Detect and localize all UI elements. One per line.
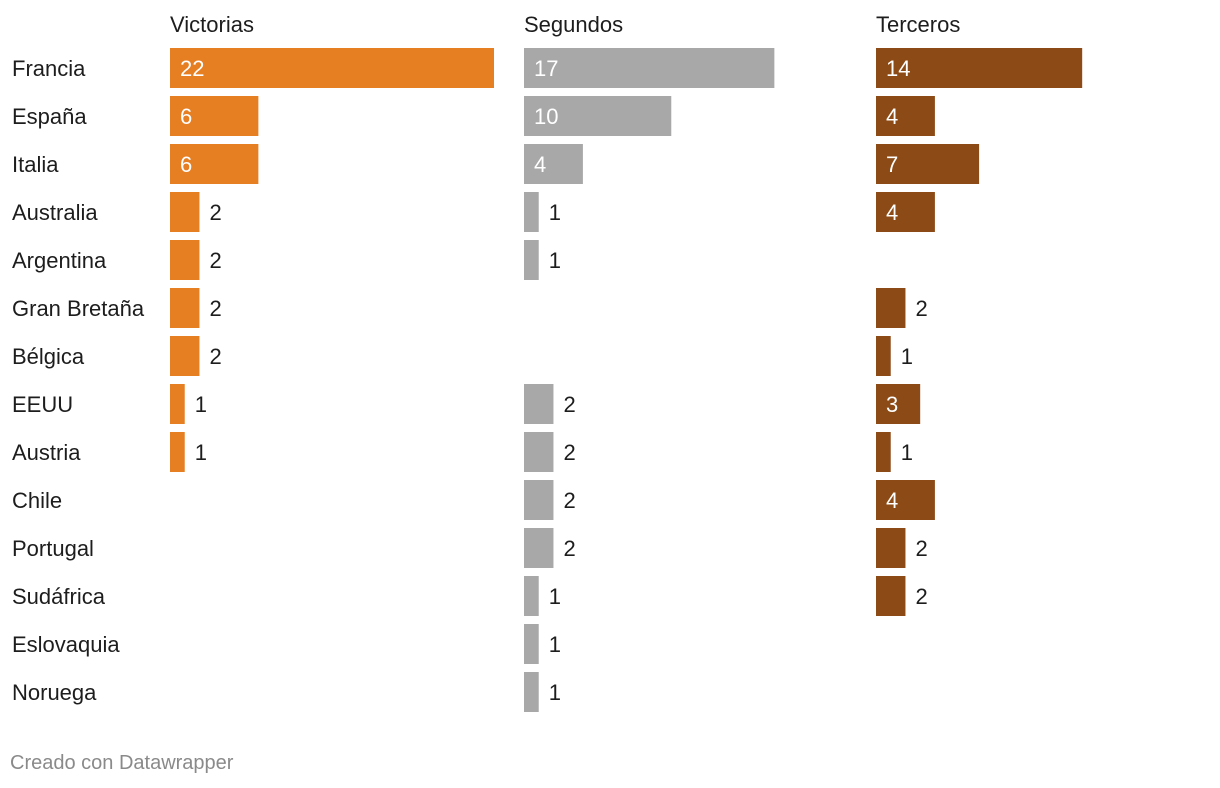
value-label-segundos-argentina: 1: [549, 248, 561, 273]
bar-segundos-eslovaquia: [524, 624, 539, 664]
country-label-gran-bretana: Gran Bretaña: [12, 296, 145, 321]
bar-segundos-chile: [524, 480, 554, 520]
country-label-francia: Francia: [12, 56, 86, 81]
country-label-espana: España: [12, 104, 87, 129]
value-label-victorias-australia: 2: [209, 200, 221, 225]
value-label-victorias-italia: 6: [180, 152, 192, 177]
bar-victorias-gran-bretana: [170, 288, 200, 328]
value-label-terceros-portugal: 2: [915, 536, 927, 561]
bar-victorias-belgica: [170, 336, 200, 376]
bar-victorias-australia: [170, 192, 200, 232]
bar-segundos-italia: [524, 144, 583, 184]
bar-terceros-australia: [876, 192, 935, 232]
bar-victorias-austria: [170, 432, 185, 472]
credit-text: Creado con Datawrapper: [10, 752, 234, 774]
bar-segundos-portugal: [524, 528, 554, 568]
value-label-segundos-portugal: 2: [563, 536, 575, 561]
bar-terceros-portugal: [876, 528, 906, 568]
bar-terceros-gran-bretana: [876, 288, 906, 328]
bar-chart: Francia España Italia Australia Argentina Gra…: [12, 12, 1083, 712]
value-label-terceros-espana: 4: [886, 104, 898, 129]
country-label-italia: Italia: [12, 152, 59, 177]
country-label-eslovaquia: Eslovaquia: [12, 632, 120, 657]
value-label-segundos-sudafrica: 1: [549, 584, 561, 609]
country-label-austria: Austria: [12, 440, 81, 465]
bar-segundos-australia: [524, 192, 539, 232]
value-label-segundos-francia: 17: [534, 56, 558, 81]
bar-terceros-eeuu: [876, 384, 921, 424]
value-label-segundos-eslovaquia: 1: [549, 632, 561, 657]
bar-victorias-argentina: [170, 240, 200, 280]
value-label-victorias-espana: 6: [180, 104, 192, 129]
value-label-terceros-italia: 7: [886, 152, 898, 177]
value-label-victorias-francia: 22: [180, 56, 204, 81]
bar-victorias-francia: [170, 48, 494, 88]
bar-victorias-italia: [170, 144, 259, 184]
value-label-terceros-francia: 14: [886, 56, 910, 81]
column-title-segundos: Segundos: [524, 12, 623, 37]
bar-victorias-espana: [170, 96, 259, 136]
bar-segundos-eeuu: [524, 384, 554, 424]
value-label-segundos-austria: 2: [563, 440, 575, 465]
value-label-terceros-belgica: 1: [901, 344, 913, 369]
bar-victorias-eeuu: [170, 384, 185, 424]
bar-terceros-belgica: [876, 336, 891, 376]
value-label-terceros-austria: 1: [901, 440, 913, 465]
value-label-segundos-chile: 2: [563, 488, 575, 513]
value-label-terceros-gran-bretana: 2: [915, 296, 927, 321]
bar-segundos-noruega: [524, 672, 539, 712]
value-label-segundos-australia: 1: [549, 200, 561, 225]
bar-terceros-italia: [876, 144, 980, 184]
country-label-argentina: Argentina: [12, 248, 107, 273]
value-label-terceros-australia: 4: [886, 200, 898, 225]
value-label-segundos-italia: 4: [534, 152, 546, 177]
value-label-terceros-chile: 4: [886, 488, 898, 513]
value-label-segundos-espana: 10: [534, 104, 558, 129]
country-label-noruega: Noruega: [12, 680, 97, 705]
value-label-victorias-austria: 1: [195, 440, 207, 465]
bar-terceros-francia: [876, 48, 1083, 88]
bar-terceros-sudafrica: [876, 576, 906, 616]
bar-segundos-francia: [524, 48, 775, 88]
bar-terceros-chile: [876, 480, 935, 520]
column-title-victorias: Victorias: [170, 12, 254, 37]
bar-segundos-argentina: [524, 240, 539, 280]
country-label-belgica: Bélgica: [12, 344, 85, 369]
bar-segundos-espana: [524, 96, 672, 136]
bar-terceros-espana: [876, 96, 935, 136]
country-label-portugal: Portugal: [12, 536, 94, 561]
country-label-sudafrica: Sudáfrica: [12, 584, 106, 609]
value-label-victorias-argentina: 2: [209, 248, 221, 273]
value-label-victorias-eeuu: 1: [195, 392, 207, 417]
value-label-segundos-noruega: 1: [549, 680, 561, 705]
bar-segundos-austria: [524, 432, 554, 472]
country-label-australia: Australia: [12, 200, 98, 225]
country-label-chile: Chile: [12, 488, 62, 513]
value-label-terceros-eeuu: 3: [886, 392, 898, 417]
value-label-segundos-eeuu: 2: [563, 392, 575, 417]
value-label-terceros-sudafrica: 2: [915, 584, 927, 609]
column-title-terceros: Terceros: [876, 12, 960, 37]
value-label-victorias-belgica: 2: [209, 344, 221, 369]
bar-terceros-austria: [876, 432, 891, 472]
value-label-victorias-gran-bretana: 2: [209, 296, 221, 321]
bar-segundos-sudafrica: [524, 576, 539, 616]
country-label-eeuu: EEUU: [12, 392, 73, 417]
